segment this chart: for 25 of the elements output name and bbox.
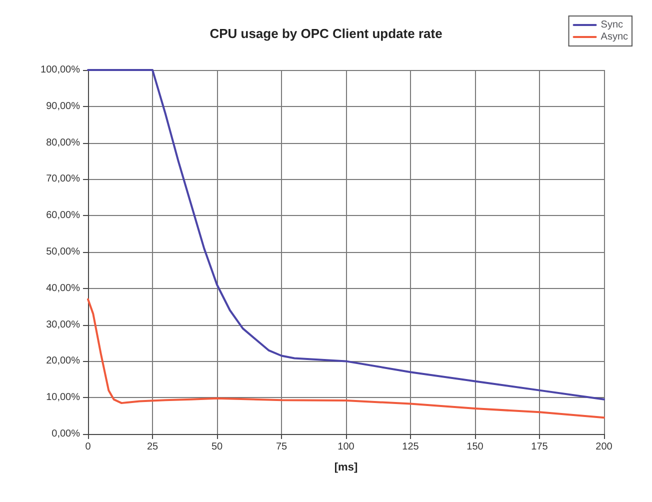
x-tick-label: 25	[146, 442, 158, 452]
legend-label: Sync	[600, 20, 624, 30]
y-tick-label: 20,00%	[46, 356, 80, 367]
x-tick-label: 0	[85, 442, 92, 452]
x-tick-label: 150	[466, 442, 484, 452]
x-tick-label: 50	[211, 442, 223, 452]
x-tick-label: 175	[531, 442, 548, 452]
y-tick-label: 80,00%	[46, 137, 80, 148]
y-tick-label: 10,00%	[46, 392, 80, 404]
y-tick-label: 70,00%	[46, 174, 80, 185]
y-tick-label: 50,00%	[46, 246, 80, 258]
x-tick-label: 125	[402, 442, 420, 452]
x-tick-label: 75	[276, 442, 288, 452]
chart-title: CPU usage by OPC Client update rate	[210, 26, 442, 41]
y-tick-label: 40,00%	[46, 282, 80, 294]
y-tick-label: 0,00%	[52, 428, 80, 440]
x-axis-title: [ms]	[334, 462, 358, 474]
x-tick-label: 100	[338, 442, 355, 452]
y-tick-label: 30,00%	[46, 319, 80, 330]
y-tick-label: 90,00%	[46, 100, 80, 112]
y-tick-label: 100,00%	[40, 64, 80, 76]
y-tick-label: 60,00%	[46, 210, 80, 222]
x-tick-label: 200	[596, 442, 613, 452]
legend-label: Async	[600, 32, 628, 42]
line-series	[87, 298, 605, 419]
